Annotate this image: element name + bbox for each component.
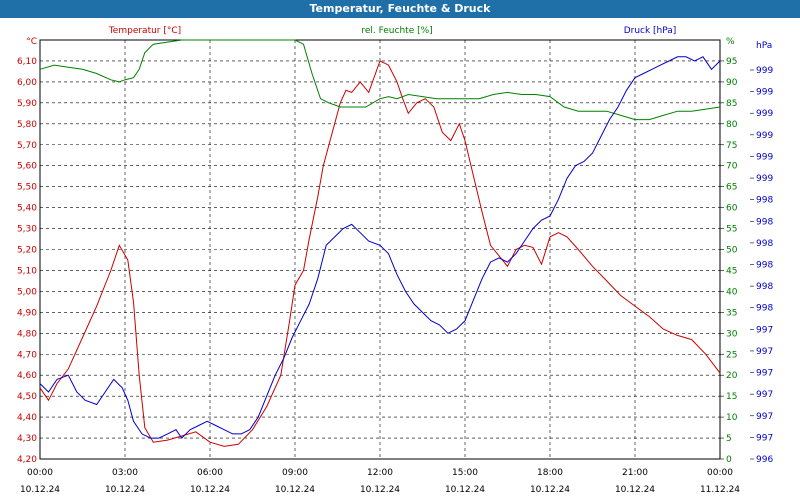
pressure-tick-label: 999 [756,152,773,162]
x-tick-time: 15:00 [452,468,478,478]
left-tick-label: 5,40 [17,204,37,214]
pressure-tick-label: 998 [756,282,773,292]
pressure-tick-label: 997 [756,390,773,400]
x-tick-time: 06:00 [197,468,223,478]
legend-item: Druck [hPa] [624,26,677,36]
pressure-tick-label: 999 [756,66,773,76]
humidity-tick-label: 0 [726,455,732,465]
x-tick-date: 10.12.24 [615,485,655,495]
pressure-tick-label: 996 [756,455,773,465]
left-tick-label: 4,40 [17,413,37,423]
humidity-tick-label: 15 [726,392,737,402]
left-tick-label: 5,90 [17,99,37,109]
legend-item: Temperatur [°C] [108,26,181,36]
x-tick-date: 10.12.24 [530,485,570,495]
humidity-tick-label: 55 [726,225,737,235]
axes: 4,20 4,30 4,40 4,50 4,60 4,70 4,80 4,90 5,00 5,10… [17,37,773,495]
x-tick-time: 03:00 [112,468,138,478]
pressure-tick-label: 997 [756,347,773,357]
humidity-axis-unit: % [726,37,735,47]
x-tick-date: 10.12.24 [445,485,485,495]
humidity-tick-label: 40 [726,287,738,297]
x-tick-date: 10.12.24 [20,485,60,495]
pressure-tick-label: 997 [756,369,773,379]
x-tick-time: 12:00 [367,468,393,478]
pressure-tick-label: 999 [756,109,773,119]
pressure-tick-label: 999 [756,131,773,141]
pressure-tick-label: 999 [756,174,773,184]
left-tick-label: 4,90 [17,308,37,318]
left-tick-label: 4,30 [17,434,37,444]
humidity-tick-label: 50 [726,246,738,256]
legend: Temperatur [°C] rel. Feuchte [%] Druck [hP… [108,26,676,36]
humidity-tick-label: 85 [726,99,737,109]
left-tick-label: 4,80 [17,329,37,339]
left-tick-label: 5,50 [17,183,37,193]
x-tick-date: 10.12.24 [275,485,315,495]
x-tick-time: 09:00 [282,468,308,478]
humidity-tick-label: 60 [726,204,738,214]
series-line-0 [39,60,721,447]
humidity-tick-label: 70 [726,162,738,172]
pressure-tick-label: 997 [756,325,773,335]
left-tick-label: 5,80 [17,120,37,130]
x-tick-time: 00:00 [707,468,733,478]
humidity-tick-label: 25 [726,350,737,360]
pressure-tick-label: 998 [756,196,773,206]
grid [39,39,721,460]
pressure-tick-label: 998 [756,217,773,227]
x-tick-date: 10.12.24 [105,485,145,495]
legend-item: rel. Feuchte [%] [361,26,432,36]
humidity-tick-label: 45 [726,266,737,276]
left-tick-label: 5,30 [17,225,37,235]
left-axis-unit: °C [26,37,37,47]
humidity-tick-label: 30 [726,329,738,339]
series-line-1 [39,39,721,121]
pressure-tick-label: 999 [756,88,773,98]
left-tick-label: 4,70 [17,350,37,360]
left-tick-label: 4,20 [17,455,37,465]
left-tick-label: 5,00 [17,287,37,297]
pressure-tick-label: 997 [756,412,773,422]
humidity-tick-label: 35 [726,308,737,318]
pressure-tick-label: 998 [756,261,773,271]
series-line-2 [39,56,721,439]
left-tick-label: 5,70 [17,141,37,151]
pressure-tick-label: 997 [756,433,773,443]
left-tick-label: 4,60 [17,371,37,381]
pressure-tick-label: 998 [756,239,773,249]
left-tick-label: 6,10 [17,57,37,67]
humidity-tick-label: 90 [726,78,738,88]
left-tick-label: 5,10 [17,266,37,276]
humidity-tick-label: 65 [726,183,737,193]
left-tick-label: 6,00 [17,78,37,88]
chart-title: Temperatur, Feuchte & Druck [0,0,800,18]
x-tick-date: 10.12.24 [190,485,230,495]
humidity-tick-label: 5 [726,434,732,444]
pressure-tick-label: 998 [756,304,773,314]
series-group [39,39,721,447]
x-tick-date: 11.12.24 [700,485,740,495]
left-tick-label: 4,50 [17,392,37,402]
humidity-tick-label: 80 [726,120,738,130]
pressure-axis-unit: hPa [756,41,772,51]
x-tick-time: 00:00 [27,468,53,478]
humidity-tick-label: 75 [726,141,737,151]
left-tick-label: 5,60 [17,162,37,172]
x-tick-time: 21:00 [622,468,648,478]
humidity-tick-label: 95 [726,57,737,67]
x-tick-date: 10.12.24 [360,485,400,495]
humidity-tick-label: 10 [726,413,738,423]
x-tick-time: 18:00 [537,468,563,478]
left-tick-label: 5,20 [17,246,37,256]
humidity-tick-label: 20 [726,371,738,381]
